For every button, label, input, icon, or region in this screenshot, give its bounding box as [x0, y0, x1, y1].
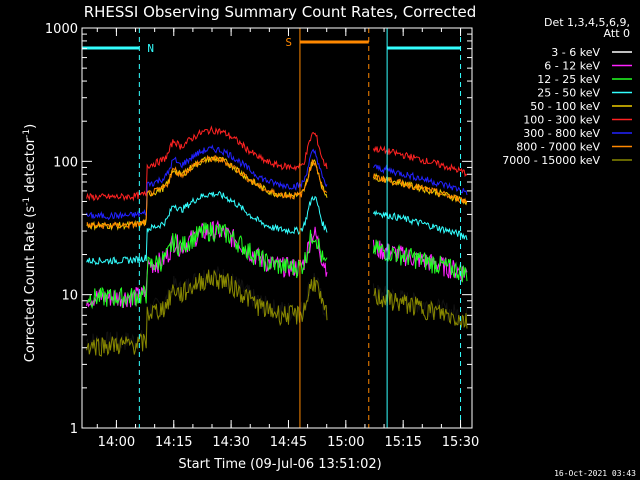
series-line [86, 154, 328, 230]
y-tick-label: 1000 [45, 22, 78, 37]
y-axis-label-main: Corrected Count Rate (s [23, 206, 38, 363]
x-tick-label: 15:30 [442, 435, 479, 450]
y-axis-label: Corrected Count Rate (s-1 detector-1) [22, 124, 38, 362]
timestamp: 16-Oct-2021 03:43 [554, 469, 636, 478]
saa-label: S [285, 36, 292, 49]
series-8 [86, 154, 468, 230]
legend-entry: 25 - 50 keV [537, 87, 600, 100]
series-6 [86, 125, 468, 202]
legend-entry: 12 - 25 keV [537, 73, 600, 86]
series-line [86, 144, 328, 221]
plot-frame [81, 27, 473, 429]
legend-entry: 100 - 300 keV [523, 114, 600, 127]
x-tick-label: 15:00 [327, 435, 364, 450]
y-tick-label: 10 [61, 289, 78, 304]
series-7 [86, 144, 468, 221]
series-line [86, 222, 328, 310]
series-line [372, 209, 468, 241]
x-tick-label: 14:45 [270, 435, 307, 450]
y-axis: 1 10 100 1000 [45, 22, 472, 437]
legend-entry: 300 - 800 keV [523, 127, 600, 140]
series-line [86, 219, 328, 308]
legend-header: Det 1,3,4,5,6,9, [544, 16, 630, 29]
legend-entry: 50 - 100 keV [530, 100, 600, 113]
chart-title: RHESSI Observing Summary Count Rates, Co… [84, 3, 477, 21]
series-line [373, 287, 468, 329]
x-axis-label: Start Time (09-Jul-06 13:51:02) [178, 457, 381, 472]
x-tick-label: 15:15 [384, 435, 421, 450]
legend-header: Att 0 [604, 27, 630, 40]
series-line [372, 173, 468, 204]
series-4 [86, 190, 468, 266]
series-line [86, 266, 328, 351]
y-tick-label: 1 [70, 422, 78, 437]
y-axis-label-sup1: -1 [22, 197, 32, 206]
y-axis-label-end: ) [23, 124, 38, 129]
y-tick-label: 100 [53, 155, 78, 170]
series-2 [86, 219, 468, 308]
series-line [86, 269, 328, 357]
x-tick-label: 14:15 [155, 435, 192, 450]
y-axis-label-sup2: -1 [22, 129, 32, 138]
series-line [372, 145, 468, 178]
legend-entry: 800 - 7000 keV [516, 141, 600, 154]
series-line [372, 239, 468, 283]
legend-entry: 3 - 6 keV [551, 46, 600, 59]
night-label: N [147, 42, 154, 55]
legend-entry: 7000 - 15000 keV [502, 154, 600, 167]
legend-entry: 6 - 12 keV [544, 60, 600, 73]
x-axis: 14:00 14:15 14:30 14:45 15:00 15:15 15:30 [96, 28, 479, 450]
series-line [86, 190, 328, 266]
series-3 [86, 222, 468, 310]
y-axis-label-mid: detector [23, 137, 38, 197]
series-9 [86, 269, 468, 357]
series-line [86, 125, 328, 202]
x-tick-label: 14:30 [212, 435, 249, 450]
series-line [372, 164, 468, 196]
x-tick-label: 14:00 [98, 435, 135, 450]
